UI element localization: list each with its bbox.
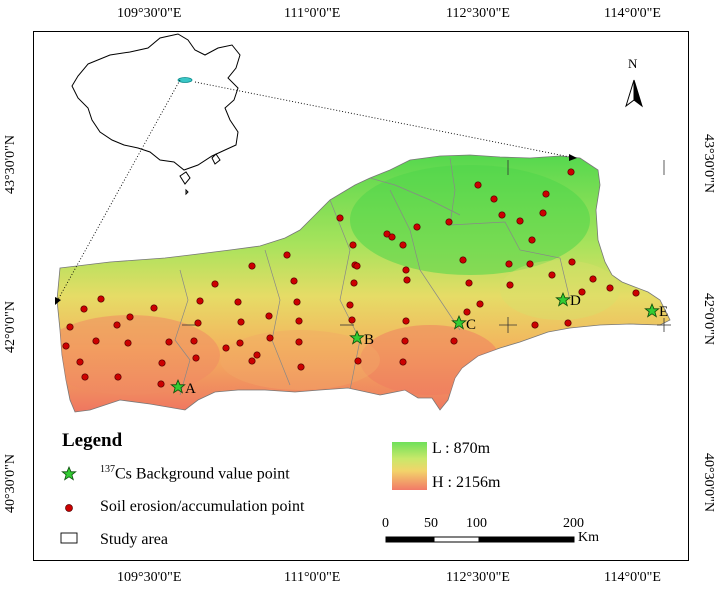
bottom-label-1: 109°30'0"E bbox=[117, 570, 182, 585]
legend-item-erosion: Soil erosion/accumulation point bbox=[100, 498, 305, 515]
bg-label-a: A bbox=[185, 381, 196, 397]
top-label-3: 112°30'0"E bbox=[446, 6, 510, 21]
elevation-gradient bbox=[392, 442, 427, 490]
map-frame bbox=[33, 31, 689, 561]
erosion-points bbox=[62, 168, 640, 388]
top-label-2: 111°0'0"E bbox=[284, 6, 341, 21]
china-inset bbox=[71, 33, 241, 196]
bg-point-c bbox=[451, 314, 467, 330]
bg-label-b: B bbox=[364, 332, 374, 348]
scale-tick-200: 200 bbox=[563, 516, 584, 531]
legend-dot-icon bbox=[65, 504, 73, 512]
top-label-4: 114°0'0"E bbox=[604, 6, 661, 21]
north-label: N bbox=[628, 56, 638, 71]
bottom-label-4: 114°0'0"E bbox=[604, 570, 661, 585]
legend-star-icon bbox=[61, 465, 77, 481]
bg-point-d bbox=[555, 291, 571, 307]
legend-title: Legend bbox=[62, 430, 123, 451]
scale-unit: Km bbox=[578, 530, 599, 545]
legend-item-study-area: Study area bbox=[100, 531, 168, 548]
scale-tick-0: 0 bbox=[382, 516, 389, 531]
inset-study-area bbox=[177, 77, 193, 83]
scale-bar bbox=[385, 536, 575, 543]
elevation-high-label: H : 2156m bbox=[432, 474, 501, 491]
elevation-low-label: L : 870m bbox=[432, 440, 491, 457]
top-label-1: 109°30'0"E bbox=[117, 6, 182, 21]
north-arrow-icon bbox=[625, 79, 643, 108]
scale-tick-100: 100 bbox=[466, 516, 487, 531]
bg-label-d: D bbox=[570, 293, 581, 309]
bg-label-c: C bbox=[466, 317, 476, 333]
bg-point-e bbox=[644, 302, 660, 318]
legend-item-background: 137Cs Background value point bbox=[100, 464, 290, 483]
bg-point-b bbox=[349, 329, 365, 345]
bg-label-e: E bbox=[659, 304, 668, 320]
bg-point-a bbox=[170, 378, 186, 394]
background-points bbox=[170, 291, 660, 394]
bottom-label-2: 111°0'0"E bbox=[284, 570, 341, 585]
bottom-label-3: 112°30'0"E bbox=[446, 570, 510, 585]
legend-rect-icon bbox=[60, 532, 78, 544]
scale-tick-50: 50 bbox=[424, 516, 438, 531]
